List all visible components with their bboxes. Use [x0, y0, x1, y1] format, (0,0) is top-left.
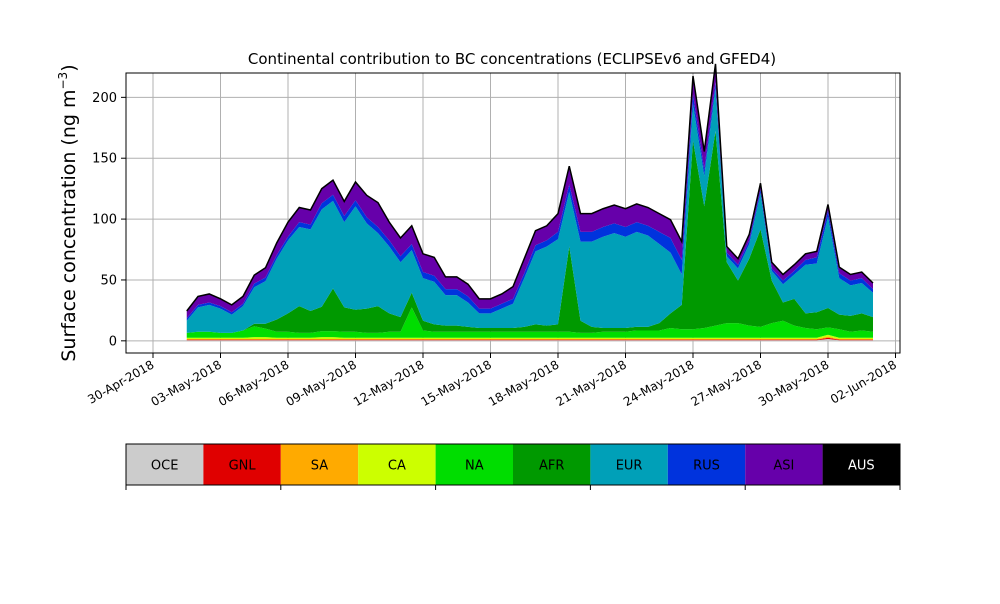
- x-tick-label: 27-May-2018: [689, 357, 764, 409]
- y-axis-label: Surface concentration (ng m−3): [56, 64, 80, 361]
- area-oce: [186, 339, 873, 341]
- legend-label: RUS: [693, 459, 720, 474]
- y-axis: 0 50 100 150 200: [92, 91, 126, 349]
- area-sa: [186, 336, 873, 340]
- x-tick-label: 30-Apr-2018: [85, 357, 156, 406]
- chart-title: Continental contribution to BC concentra…: [248, 50, 776, 68]
- legend-swatch-eur: [590, 444, 668, 485]
- legend-frame: [125, 443, 901, 486]
- x-tick-label: 15-May-2018: [419, 357, 494, 409]
- legend-label: GNL: [229, 459, 257, 474]
- legend-swatch-rus: [667, 444, 746, 485]
- legend-label: AFR: [539, 459, 564, 474]
- x-tick-label: 24-May-2018: [621, 357, 696, 409]
- y-axis-label-text: Surface concentration (ng m: [58, 90, 80, 362]
- x-tick-label: 18-May-2018: [486, 357, 561, 409]
- legend-label: AUS: [848, 459, 875, 474]
- x-tick-label: 30-May-2018: [756, 357, 831, 409]
- x-tick-label: 03-May-2018: [149, 357, 224, 409]
- x-axis: 30-Apr-201803-May-201806-May-201809-May-…: [85, 353, 899, 409]
- legend-swatch-sa: [280, 444, 359, 485]
- x-tick-label: 06-May-2018: [216, 357, 291, 409]
- area-ca: [186, 334, 873, 339]
- x-tick-label: 21-May-2018: [554, 357, 629, 409]
- legend-label: SA: [311, 459, 328, 474]
- area-na: [186, 307, 873, 338]
- legend-swatch-asi: [745, 444, 823, 485]
- y-tick-label: 50: [100, 273, 117, 288]
- y-axis-label-close: ): [58, 64, 80, 71]
- plot-frame: [125, 72, 901, 354]
- legend-swatch-ca: [358, 444, 436, 485]
- y-tick-label: 200: [92, 91, 117, 106]
- topline-layer: [186, 63, 874, 312]
- y-tick-label: 150: [92, 152, 117, 167]
- legend-label: CA: [388, 459, 406, 474]
- legend-swatch-aus: [822, 444, 900, 485]
- area-layer: [186, 63, 873, 341]
- y-tick-label: 100: [92, 213, 117, 228]
- x-tick-label: 09-May-2018: [284, 357, 359, 409]
- x-tick-label: 12-May-2018: [351, 357, 426, 409]
- area-afr: [186, 130, 873, 333]
- legend-colorbar: OCE GNL SA CA NA AFR EUR RUS ASI AUS: [125, 443, 901, 490]
- legend-label: ASI: [773, 459, 794, 474]
- legend-label: NA: [465, 459, 484, 474]
- area-asi: [186, 63, 873, 319]
- x-tick-label: 02-Jun-2018: [828, 357, 899, 406]
- y-axis-label-unit: −3: [56, 72, 70, 90]
- legend-swatch-oce: [126, 444, 204, 485]
- area-eur: [186, 88, 873, 333]
- legend-swatch-na: [435, 444, 513, 485]
- y-tick-label: 0: [109, 334, 117, 349]
- legend-label: OCE: [151, 459, 179, 474]
- legend-swatch-afr: [513, 444, 591, 485]
- total-outline: [186, 63, 874, 312]
- legend-swatch-gnl: [203, 444, 281, 485]
- legend-label: EUR: [616, 459, 643, 474]
